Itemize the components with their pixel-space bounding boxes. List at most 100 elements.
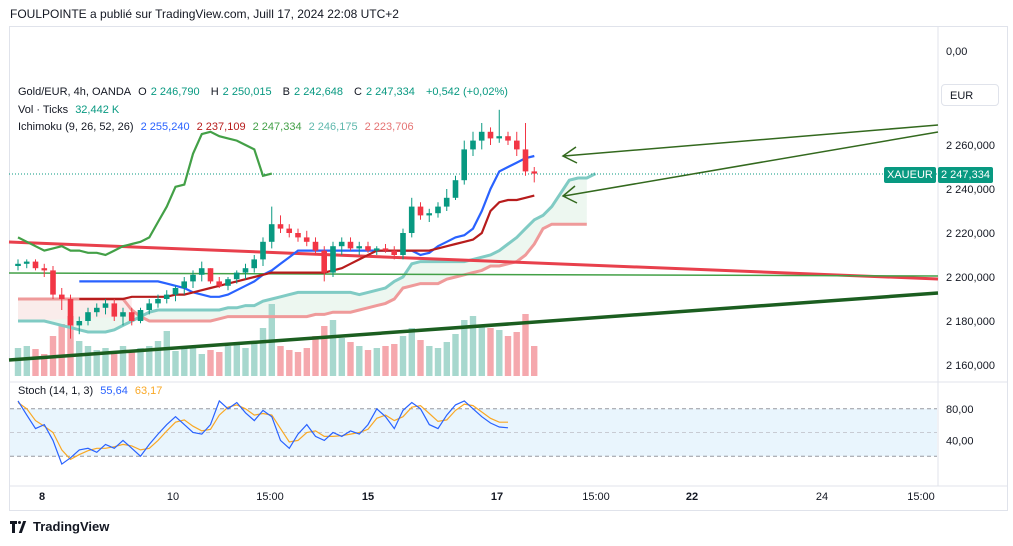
volume-bar — [207, 350, 214, 376]
volume-bar — [67, 316, 74, 376]
volume-bar — [163, 331, 170, 376]
candle-body — [181, 281, 187, 288]
candle-body — [242, 268, 249, 273]
stoch-k-line — [17, 399, 509, 466]
time-tick-label: 24 — [816, 491, 828, 503]
annotation-arrow-upper — [563, 124, 939, 157]
open-value: 2 246,790 — [150, 86, 200, 98]
volume-bar — [128, 350, 135, 376]
volume-bar — [338, 338, 345, 376]
candle-body — [478, 131, 485, 141]
candle-body — [356, 246, 362, 249]
volume-bar — [233, 344, 240, 376]
time-tick-label: 22 — [686, 491, 698, 503]
volume-bar — [259, 328, 267, 376]
candle-body — [172, 288, 179, 295]
ichimoku-conversion-value: 2 255,240 — [140, 121, 190, 133]
candle-body — [137, 310, 144, 321]
chart-frame — [9, 26, 1008, 511]
candle-body — [277, 224, 284, 229]
candle-body — [207, 268, 214, 282]
candle-body — [111, 303, 118, 317]
candle-body — [391, 250, 397, 255]
volume-bar — [119, 346, 127, 376]
brand-name: TradingView — [33, 519, 110, 534]
volume-bar — [286, 350, 293, 376]
candle-body — [443, 197, 450, 207]
last-price-tag: 2 247,334 — [938, 167, 993, 183]
volume-bar — [408, 328, 415, 376]
high-value: 2 250,015 — [222, 86, 272, 98]
ichimoku-conversion-line — [79, 154, 535, 298]
price-tick-label: 2 180,000 — [946, 316, 995, 328]
tradingview-logo-icon — [10, 520, 28, 533]
volume-bar — [251, 341, 258, 376]
volume-bar — [347, 342, 354, 376]
stoch-legend: Stoch (14, 1, 3) 55,64 63,17 — [18, 385, 166, 397]
time-tick-label: 15:00 — [256, 491, 284, 503]
volume-bar — [41, 354, 48, 376]
candle-body — [67, 299, 74, 326]
volume-bar — [172, 351, 179, 376]
volume-bar — [93, 350, 100, 376]
change-value: +0,542 (+0,02%) — [425, 86, 508, 98]
candle-body — [452, 180, 459, 198]
symbol-label: Gold/EUR, 4h, OANDA — [18, 86, 132, 98]
volume-bar — [76, 341, 83, 376]
volume-bar — [312, 336, 319, 376]
volume-bar — [496, 330, 503, 376]
candle-body — [408, 206, 415, 233]
stoch-label: Stoch (14, 1, 3) — [18, 385, 94, 397]
candle-body — [470, 140, 476, 150]
candle-body — [461, 149, 467, 181]
time-tick-label: 15 — [362, 491, 374, 503]
price-tick-label: 0,00 — [946, 46, 967, 58]
volume-bar — [364, 350, 372, 376]
currency-button[interactable]: EUR — [941, 84, 999, 106]
candle-body — [15, 263, 21, 266]
volume-bar — [294, 352, 302, 376]
volume-legend: Vol · Ticks 32,442 K — [18, 104, 123, 116]
price-tick-label: 2 240,000 — [946, 184, 995, 196]
candle-body — [514, 140, 520, 150]
candle-body — [312, 241, 319, 251]
stoch-d-value: 63,17 — [134, 385, 163, 397]
time-tick-label: 15:00 — [907, 491, 935, 503]
annotation-arrow-lower — [563, 131, 939, 197]
volume-bar — [84, 346, 92, 376]
time-tick-label: 17 — [491, 491, 503, 503]
candle-body — [496, 136, 502, 139]
price-tick-label: 2 220,000 — [946, 228, 995, 240]
stoch-k-value: 55,64 — [100, 385, 128, 397]
volume-bar — [443, 342, 450, 376]
candle-body — [163, 294, 170, 299]
candle-body — [76, 321, 83, 326]
volume-bar — [137, 348, 144, 376]
volume-bar — [531, 346, 538, 376]
descending-trendline — [8, 240, 939, 281]
volume-bar — [58, 324, 65, 376]
candle-body — [531, 171, 538, 174]
volume-bar — [391, 344, 398, 376]
tradingview-brand[interactable]: TradingView — [10, 519, 109, 534]
volume-bar — [216, 352, 223, 376]
volume-bar — [373, 348, 380, 376]
candle-body — [295, 233, 301, 238]
volume-label: Vol · Ticks — [18, 104, 69, 116]
candle-body — [198, 268, 205, 275]
close-label: C — [354, 86, 362, 98]
volume-bar — [102, 348, 109, 376]
price-tick-label: 2 260,000 — [946, 140, 995, 152]
volume-bar — [426, 346, 433, 376]
high-label: H — [210, 86, 219, 98]
volume-bar — [452, 334, 459, 376]
stoch-d-line — [17, 402, 508, 461]
annotation-arrowhead-upper — [561, 146, 578, 164]
volume-bar — [146, 346, 153, 376]
stoch-tick-label: 40,00 — [946, 435, 974, 447]
volume-bar — [513, 332, 520, 376]
publish-line: FOULPOINTE a publié sur TradingView.com,… — [10, 7, 399, 21]
volume-bar — [329, 320, 337, 376]
horizontal-level-line — [8, 272, 939, 277]
